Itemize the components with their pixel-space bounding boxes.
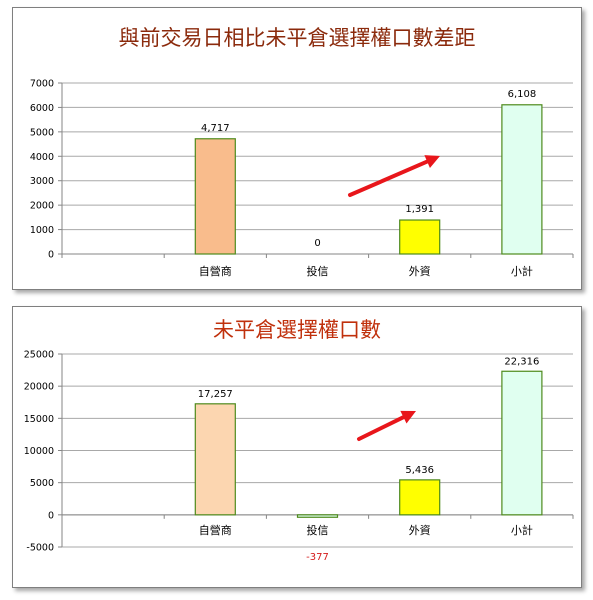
data-label: -377 xyxy=(306,552,329,563)
category-label: 投信 xyxy=(307,523,329,537)
y-tick-label: 3000 xyxy=(30,176,54,187)
y-tick-label: 7000 xyxy=(30,79,54,90)
y-tick-label: 0 xyxy=(48,510,54,521)
chart-title: 未平倉選擇權口數 xyxy=(213,318,381,342)
bar-4 xyxy=(501,104,543,255)
chart-1: 與前交易日相比未平倉選擇權口數差距 0 1000 2000 3000 4000 5000 60… xyxy=(30,26,574,278)
y-tick-label: 2000 xyxy=(30,201,54,212)
y-tick-label: 10000 xyxy=(24,446,54,457)
y-tick-label: 5000 xyxy=(30,478,54,489)
chart-title: 與前交易日相比未平倉選擇權口數差距 xyxy=(119,26,476,50)
chart-panel-2: 未平倉選擇權口數 -5000 0 5000 10000 15000 20000 25000 17… xyxy=(12,306,582,588)
bar-3 xyxy=(399,479,441,516)
category-label: 自營商 xyxy=(199,264,232,278)
y-tick-label: 20000 xyxy=(24,382,54,393)
arrow-shaft xyxy=(348,159,430,197)
data-label: 22,316 xyxy=(504,356,539,367)
bar-3 xyxy=(399,219,441,255)
category-label: 外資 xyxy=(409,524,431,537)
arrow-head xyxy=(400,410,416,424)
category-label: 小計 xyxy=(511,264,533,278)
data-label: 0 xyxy=(314,238,320,249)
y-tick-label: -5000 xyxy=(26,543,54,554)
y-tick-label: 1000 xyxy=(30,225,54,236)
category-label: 自營商 xyxy=(199,523,232,537)
chart-panel-1: 與前交易日相比未平倉選擇權口數差距 0 1000 2000 3000 4000 5000 60… xyxy=(12,7,582,290)
y-tick-label: 4000 xyxy=(30,152,54,163)
category-label: 投信 xyxy=(307,264,329,278)
category-label: 外資 xyxy=(409,265,431,278)
y-tick-label: 6000 xyxy=(30,103,54,114)
data-label: 4,717 xyxy=(201,123,230,134)
bar-2 xyxy=(296,514,339,518)
y-tick-label: 25000 xyxy=(24,350,54,361)
y-tick-label: 5000 xyxy=(30,127,54,138)
y-tick-label: 15000 xyxy=(24,414,54,425)
data-label: 1,391 xyxy=(405,204,434,215)
bar-1 xyxy=(194,403,236,516)
y-tick-label: 0 xyxy=(48,250,54,261)
category-label: 小計 xyxy=(511,523,533,537)
data-label: 17,257 xyxy=(198,389,233,400)
chart-2: 未平倉選擇權口數 -5000 0 5000 10000 15000 20000 25000 17… xyxy=(24,318,574,563)
bar-4 xyxy=(501,370,543,516)
arrow-shaft xyxy=(357,415,406,441)
arrow-head xyxy=(424,155,440,168)
data-label: 5,436 xyxy=(405,465,434,476)
bar-1 xyxy=(194,138,236,255)
data-label: 6,108 xyxy=(508,89,537,100)
